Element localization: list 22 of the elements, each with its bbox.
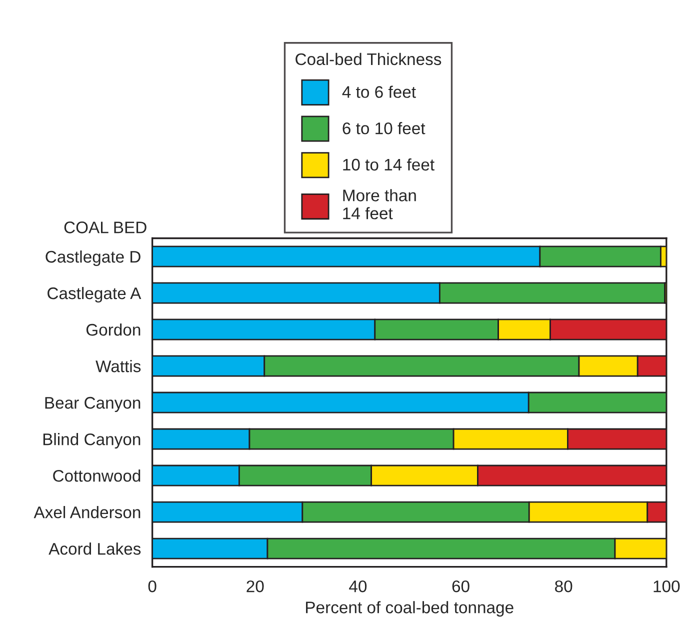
y-tick-label: Cottonwood [53, 470, 140, 482]
y-tick-label: Acord Lakes [48, 542, 141, 555]
x-tick-label: 60 [452, 580, 470, 592]
legend-label: More than 14 feet [343, 189, 416, 220]
y-tick-label: Castlegate A [48, 286, 142, 303]
y-tick-label: Bear Canyon [45, 396, 140, 412]
legend-title: Coal-bed Thickness [296, 52, 442, 66]
y-axis-title: COAL BED [64, 222, 146, 234]
legend-label: 10 to 14 feet [343, 158, 434, 171]
y-tick-label: Blind Canyon [43, 433, 140, 449]
x-tick-label: 40 [349, 580, 367, 592]
x-tick-label: 100 [654, 580, 680, 592]
y-tick-label: Axel Anderson [34, 506, 140, 518]
x-tick-label: 80 [555, 580, 572, 592]
x-axis-title: Percent of coal-bed tonnage [306, 601, 514, 617]
y-tick-label: Castlegate D [46, 250, 140, 266]
x-tick-label: 0 [148, 580, 156, 592]
legend-label: 4 to 6 feet [342, 86, 416, 98]
y-tick-label: Gordon [86, 323, 140, 336]
x-tick-label: 20 [246, 580, 264, 592]
legend-label: 6 to 10 feet [342, 122, 426, 134]
y-tick-label: Wattis [96, 360, 141, 372]
